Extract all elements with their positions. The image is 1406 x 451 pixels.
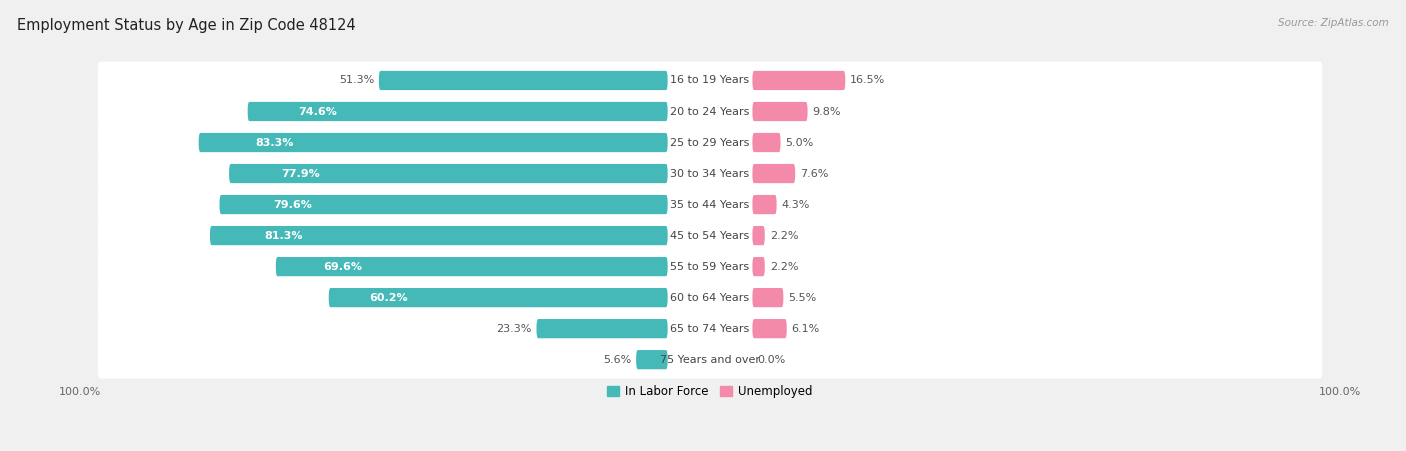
FancyBboxPatch shape: [669, 72, 751, 89]
FancyBboxPatch shape: [752, 102, 807, 121]
FancyBboxPatch shape: [97, 341, 1323, 378]
FancyBboxPatch shape: [97, 216, 1323, 254]
FancyBboxPatch shape: [752, 133, 780, 152]
FancyBboxPatch shape: [219, 195, 668, 214]
FancyBboxPatch shape: [97, 92, 1323, 130]
Text: 5.5%: 5.5%: [789, 293, 817, 303]
Text: 45 to 54 Years: 45 to 54 Years: [671, 230, 749, 240]
Text: 51.3%: 51.3%: [339, 75, 374, 86]
FancyBboxPatch shape: [752, 319, 787, 338]
FancyBboxPatch shape: [669, 258, 751, 275]
FancyBboxPatch shape: [669, 227, 751, 244]
Text: 81.3%: 81.3%: [264, 230, 304, 240]
Text: 100.0%: 100.0%: [1319, 387, 1361, 397]
Text: 74.6%: 74.6%: [298, 106, 337, 116]
FancyBboxPatch shape: [669, 196, 751, 213]
FancyBboxPatch shape: [669, 134, 751, 151]
Text: 9.8%: 9.8%: [813, 106, 841, 116]
Text: 16 to 19 Years: 16 to 19 Years: [671, 75, 749, 86]
Text: 75 Years and over: 75 Years and over: [659, 354, 761, 365]
FancyBboxPatch shape: [247, 102, 668, 121]
Text: 2.2%: 2.2%: [769, 230, 799, 240]
Text: 6.1%: 6.1%: [792, 324, 820, 334]
FancyBboxPatch shape: [329, 288, 668, 307]
FancyBboxPatch shape: [636, 350, 668, 369]
Text: 20 to 24 Years: 20 to 24 Years: [671, 106, 749, 116]
FancyBboxPatch shape: [209, 226, 668, 245]
Text: 4.3%: 4.3%: [782, 199, 810, 210]
Text: 100.0%: 100.0%: [59, 387, 101, 397]
Text: 83.3%: 83.3%: [254, 138, 294, 147]
FancyBboxPatch shape: [752, 288, 783, 307]
FancyBboxPatch shape: [378, 71, 668, 90]
FancyBboxPatch shape: [97, 62, 1323, 99]
FancyBboxPatch shape: [97, 124, 1323, 161]
FancyBboxPatch shape: [669, 320, 751, 337]
Text: 55 to 59 Years: 55 to 59 Years: [671, 262, 749, 272]
Text: 60 to 64 Years: 60 to 64 Years: [671, 293, 749, 303]
FancyBboxPatch shape: [97, 155, 1323, 193]
FancyBboxPatch shape: [97, 310, 1323, 348]
FancyBboxPatch shape: [669, 289, 751, 306]
FancyBboxPatch shape: [669, 165, 751, 182]
FancyBboxPatch shape: [97, 248, 1323, 285]
FancyBboxPatch shape: [752, 71, 845, 90]
Text: 7.6%: 7.6%: [800, 169, 828, 179]
Text: 0.0%: 0.0%: [758, 354, 786, 365]
Text: Employment Status by Age in Zip Code 48124: Employment Status by Age in Zip Code 481…: [17, 18, 356, 33]
FancyBboxPatch shape: [229, 164, 668, 183]
Text: 77.9%: 77.9%: [281, 169, 321, 179]
FancyBboxPatch shape: [97, 186, 1323, 224]
Text: 30 to 34 Years: 30 to 34 Years: [671, 169, 749, 179]
Text: 2.2%: 2.2%: [769, 262, 799, 272]
FancyBboxPatch shape: [198, 133, 668, 152]
Text: 65 to 74 Years: 65 to 74 Years: [671, 324, 749, 334]
FancyBboxPatch shape: [276, 257, 668, 276]
Legend: In Labor Force, Unemployed: In Labor Force, Unemployed: [607, 385, 813, 398]
FancyBboxPatch shape: [752, 164, 796, 183]
FancyBboxPatch shape: [752, 226, 765, 245]
Text: 69.6%: 69.6%: [323, 262, 361, 272]
Text: 60.2%: 60.2%: [370, 293, 408, 303]
Text: Source: ZipAtlas.com: Source: ZipAtlas.com: [1278, 18, 1389, 28]
Text: 79.6%: 79.6%: [273, 199, 312, 210]
FancyBboxPatch shape: [97, 279, 1323, 317]
Text: 25 to 29 Years: 25 to 29 Years: [671, 138, 749, 147]
Text: 5.0%: 5.0%: [786, 138, 814, 147]
Text: 16.5%: 16.5%: [851, 75, 886, 86]
Text: 5.6%: 5.6%: [603, 354, 631, 365]
FancyBboxPatch shape: [752, 195, 776, 214]
FancyBboxPatch shape: [669, 351, 751, 368]
Text: 35 to 44 Years: 35 to 44 Years: [671, 199, 749, 210]
Text: 23.3%: 23.3%: [496, 324, 531, 334]
FancyBboxPatch shape: [669, 103, 751, 120]
FancyBboxPatch shape: [537, 319, 668, 338]
FancyBboxPatch shape: [752, 257, 765, 276]
